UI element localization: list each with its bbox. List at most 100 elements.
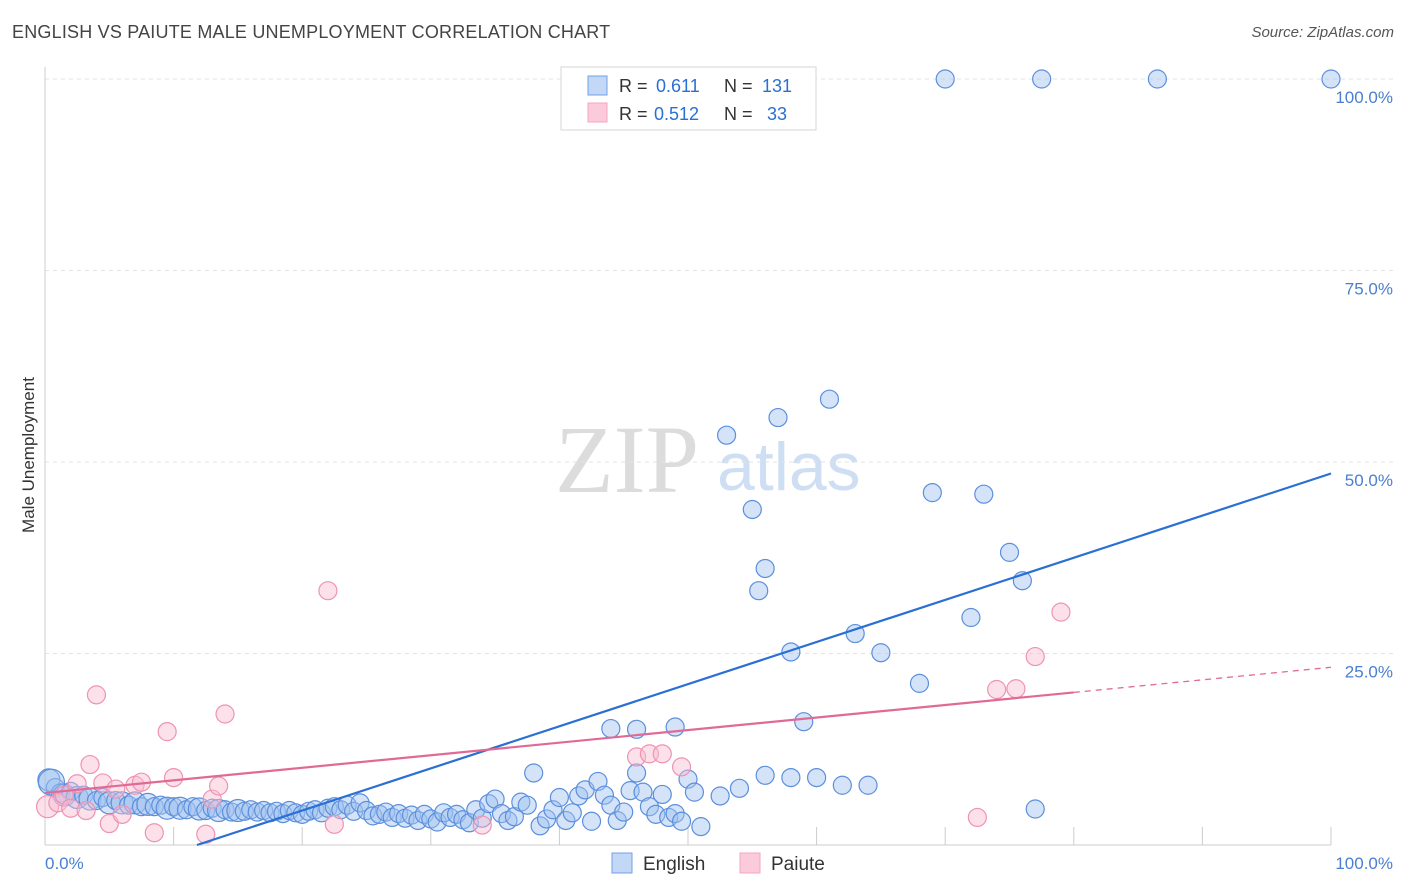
english-point-79 [543,800,563,820]
legend-swatch-english [587,75,608,96]
legend-english-n-label: N = [724,76,753,96]
bottom-legend-swatch-paiute [739,852,761,874]
paiute-trendline-extension [1073,666,1332,694]
trendlines [44,472,1332,847]
english-point-121 [819,389,840,409]
paiute-point-0 [35,795,60,819]
y-tick-label-0: 25.0% [1345,663,1393,682]
english-point-131 [1032,69,1052,89]
paiute-point-26 [671,757,692,777]
english-point-128 [999,542,1020,562]
legend-english-n-value: 131 [762,76,792,96]
english-point-80 [549,787,570,808]
legend-paiute-r-label: R = [619,104,648,124]
y-tick-label-3: 100.0% [1335,88,1393,107]
paiute-point-22 [472,815,492,835]
legend-paiute-n-value: 33 [767,104,787,124]
bottom-legend-paiute: Paiute [771,854,825,875]
paiute-point-21 [324,814,344,834]
english-points [37,69,1341,837]
english-point-114 [716,425,737,445]
english-point-109 [858,775,878,795]
chart-source: Source: ZipAtlas.com [1251,24,1394,41]
y-axis-label: Male Unemployment [19,377,38,533]
english-point-21 [168,796,192,820]
y-tick-label-2: 75.0% [1345,280,1393,299]
english-point-82 [562,803,582,823]
paiute-point-5 [80,754,100,775]
paiute-point-31 [1051,602,1071,622]
chart-title: ENGLISH VS PAIUTE MALE UNEMPLOYMENT CORR… [12,22,611,42]
english-point-111 [601,718,621,739]
x-tick-label-0: 0.0% [45,854,84,873]
paiute-point-18 [209,776,229,796]
english-point-51 [363,806,383,826]
bottom-legend: English Paiute [611,852,825,875]
english-point-107 [806,767,827,788]
english-point-81 [556,810,576,831]
english-point-101 [684,782,705,802]
bottom-legend-english: English [643,854,705,875]
english-point-108 [832,775,852,795]
bottom-legend-swatch-english [611,852,633,874]
paiute-point-19 [215,704,235,724]
english-point-124 [909,673,930,693]
axes [44,67,1332,846]
legend-english-r-label: R = [619,76,648,96]
english-point-92 [626,763,647,783]
english-point-27 [207,798,231,823]
legend-paiute-n-label: N = [724,104,753,124]
paiute-point-4 [67,774,87,794]
english-point-122 [845,623,865,644]
paiute-point-30 [1025,646,1045,667]
english-point-75 [517,795,537,815]
watermark-zip: ZIP [555,406,699,513]
english-point-50 [356,800,377,821]
english-point-98 [665,803,685,824]
tick-labels: 25.0% 50.0% 75.0% 100.0% 0.0% 100.0% [45,88,1393,873]
english-point-113 [665,717,685,737]
english-point-99 [671,811,692,831]
paiute-point-29 [1006,679,1026,699]
english-point-118 [768,407,788,428]
english-point-94 [639,797,660,817]
english-trendline [196,472,1332,847]
english-point-117 [749,581,769,601]
paiute-point-3 [61,798,81,818]
watermark-atlas: atlas [717,429,861,505]
english-point-120 [794,712,814,732]
paiute-point-1 [48,793,68,813]
legend: R = 0.611 N = 131 R = 0.512 N = 33 [560,66,817,131]
legend-english-r-value: 0.611 [656,76,700,96]
y-tick-label-1: 50.0% [1345,471,1393,490]
paiute-point-15 [164,767,184,788]
paiute-point-13 [144,823,164,843]
english-point-90 [614,802,634,822]
paiute-point-25 [652,744,672,764]
english-point-127 [974,484,994,504]
english-point-110 [1025,799,1045,819]
paiute-point-9 [106,779,126,799]
english-point-126 [961,607,981,628]
paiute-point-10 [112,804,132,824]
english-point-123 [871,643,891,663]
english-point-85 [581,811,602,831]
english-point-119 [781,642,801,662]
english-point-115 [742,499,762,520]
paiute-point-32 [76,800,96,821]
english-point-96 [652,784,672,805]
english-point-132 [1147,69,1167,89]
paiute-point-27 [967,807,987,828]
x-tick-label-1: 100.0% [1335,854,1393,873]
paiute-trendline [44,691,1074,795]
english-point-87 [594,785,615,805]
english-point-103 [710,786,730,806]
english-point-105 [755,765,775,785]
english-point-102 [691,817,711,837]
english-point-104 [729,778,750,798]
legend-paiute-r-value: 0.512 [654,104,699,124]
english-point-17 [144,797,164,817]
english-point-106 [781,767,801,788]
english-point-125 [922,483,942,503]
